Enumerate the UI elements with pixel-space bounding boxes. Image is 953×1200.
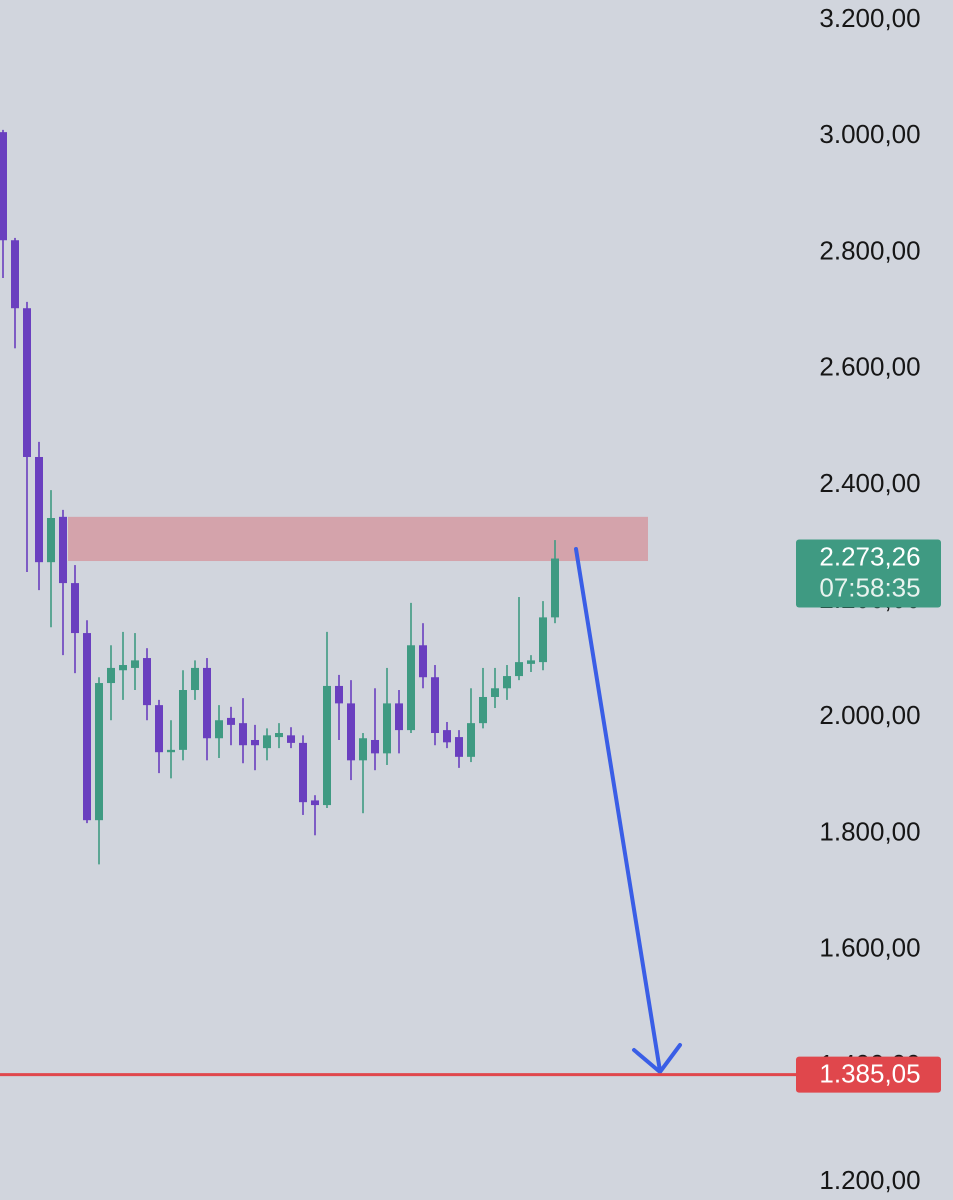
candle-body [311,800,319,806]
candle-body [191,667,199,691]
candle-body [443,730,451,743]
candle-body [287,735,295,743]
candle-body [407,645,415,731]
price-label: 2.273,26 [819,541,920,571]
candle-body [0,132,7,241]
candle-body [11,240,19,309]
candle-body [275,733,283,738]
y-tick-label: 2.000,00 [819,700,920,730]
candle-body [503,676,511,689]
candle-body [71,583,79,634]
candle-body [179,690,187,750]
candle-body [335,685,343,704]
candle-body [527,660,535,664]
candle-body [47,518,55,563]
candle-body [371,739,379,754]
resistance-zone [68,516,648,562]
candle-body [467,723,475,757]
y-tick-label: 2.800,00 [819,235,920,265]
candle-body [359,738,367,761]
arrow-shaft [574,547,662,1073]
candle-body [347,703,355,761]
candle-body [515,662,523,677]
candle-body [395,703,403,731]
candle-body [59,516,67,584]
candle-body [155,705,163,753]
candle-body [323,685,331,806]
candle-body [491,688,499,697]
candle-body [419,645,427,678]
candle-body [551,558,559,618]
candle-body [95,683,103,821]
candle-body [239,723,247,746]
candle-body [215,720,223,739]
candle-body [539,617,547,663]
candle-body [143,658,151,706]
target-label-box [796,1056,941,1093]
candle-body [107,667,115,684]
candle-body [251,739,259,746]
y-tick-label: 1.200,00 [819,1165,920,1195]
candle-body [479,696,487,724]
candle-body [431,677,439,734]
candle-body [263,735,271,749]
candle-body [23,308,31,457]
candle-body [383,703,391,754]
candle-body [35,456,43,563]
countdown: 07:58:35 [819,572,920,602]
y-tick-label: 3.000,00 [819,119,920,149]
candle-body [227,717,235,725]
candle-body [131,660,139,668]
y-tick-label: 2.600,00 [819,352,920,382]
candle-body [455,737,463,757]
candle-body [119,665,127,671]
arrow-head [632,1043,682,1075]
candle-body [83,633,91,821]
candle-body [299,742,307,803]
target-label: 1.385,05 [819,1059,920,1089]
y-tick-label: 3.200,00 [819,3,920,33]
y-tick-label: 1.600,00 [819,933,920,963]
y-tick-label: 2.400,00 [819,468,920,498]
candle-body [167,749,175,753]
y-tick-label: 1.800,00 [819,816,920,846]
price-label-box [796,539,941,608]
candle-body [203,667,211,739]
